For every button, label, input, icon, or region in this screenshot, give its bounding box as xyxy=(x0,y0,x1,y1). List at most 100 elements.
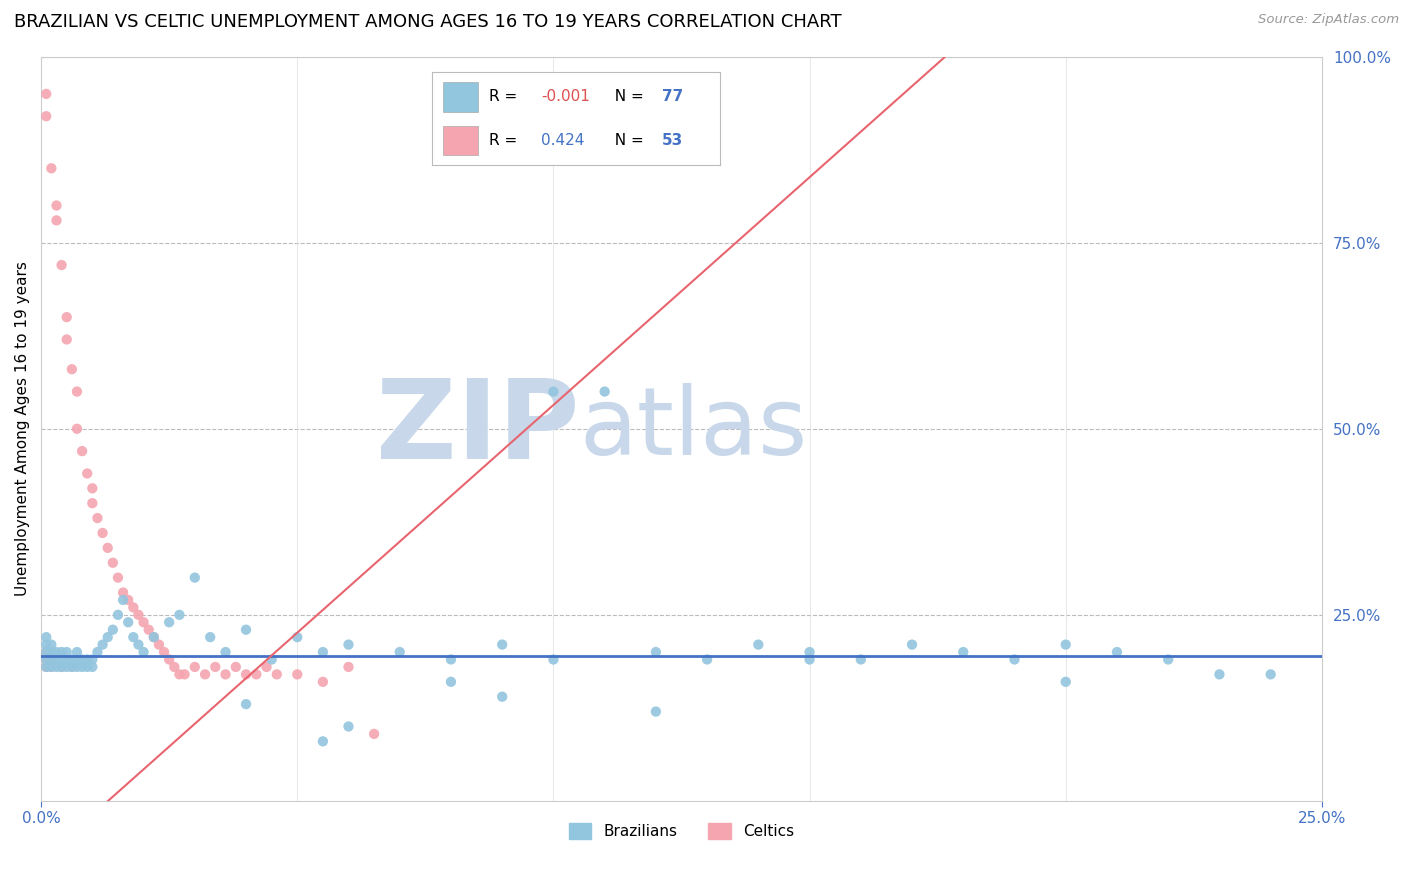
Brazilians xyxy=(491,690,513,704)
Celtics xyxy=(117,593,139,607)
Brazilians xyxy=(696,652,718,666)
Brazilians xyxy=(51,645,73,659)
Celtics xyxy=(97,541,120,555)
Celtics xyxy=(45,198,67,212)
Brazilians xyxy=(45,645,67,659)
Brazilians xyxy=(593,384,616,399)
Brazilians xyxy=(76,652,98,666)
Celtics xyxy=(70,444,93,458)
Celtics xyxy=(127,607,149,622)
Brazilians xyxy=(127,638,149,652)
Brazilians xyxy=(142,630,165,644)
Brazilians xyxy=(184,571,207,585)
Brazilians xyxy=(388,645,411,659)
Celtics xyxy=(66,384,89,399)
Brazilians xyxy=(644,705,666,719)
Brazilians xyxy=(644,645,666,659)
Celtics xyxy=(35,660,58,674)
Brazilians xyxy=(285,630,308,644)
Celtics xyxy=(194,667,217,681)
Celtics xyxy=(184,660,207,674)
Celtics xyxy=(266,667,288,681)
Celtics xyxy=(51,660,73,674)
Celtics xyxy=(60,362,83,376)
Celtics xyxy=(82,481,104,495)
Brazilians xyxy=(97,630,120,644)
Brazilians xyxy=(312,734,335,748)
Brazilians xyxy=(1260,667,1282,681)
Brazilians xyxy=(952,645,974,659)
Brazilians xyxy=(1208,667,1230,681)
Brazilians xyxy=(66,652,89,666)
Brazilians xyxy=(82,660,104,674)
Brazilians xyxy=(35,638,58,652)
Brazilians xyxy=(198,630,221,644)
Brazilians xyxy=(91,638,114,652)
Text: atlas: atlas xyxy=(579,383,807,475)
Celtics xyxy=(312,674,335,689)
Celtics xyxy=(82,496,104,510)
Celtics xyxy=(148,638,170,652)
Celtics xyxy=(245,667,267,681)
Brazilians xyxy=(337,719,360,733)
Brazilians xyxy=(1054,638,1077,652)
Brazilians xyxy=(132,645,155,659)
Brazilians xyxy=(35,645,58,659)
Brazilians xyxy=(849,652,872,666)
Brazilians xyxy=(117,615,139,630)
Brazilians xyxy=(901,638,924,652)
Celtics xyxy=(55,310,77,325)
Brazilians xyxy=(35,660,58,674)
Celtics xyxy=(55,333,77,347)
Celtics xyxy=(285,667,308,681)
Brazilians xyxy=(35,652,58,666)
Brazilians xyxy=(70,660,93,674)
Brazilians xyxy=(60,652,83,666)
Celtics xyxy=(363,727,385,741)
Brazilians xyxy=(799,645,821,659)
Celtics xyxy=(153,645,176,659)
Celtics xyxy=(35,109,58,123)
Text: Source: ZipAtlas.com: Source: ZipAtlas.com xyxy=(1258,13,1399,27)
Celtics xyxy=(204,660,226,674)
Brazilians xyxy=(440,674,463,689)
Brazilians xyxy=(747,638,769,652)
Brazilians xyxy=(51,660,73,674)
Brazilians xyxy=(86,645,108,659)
Celtics xyxy=(122,600,145,615)
Brazilians xyxy=(235,623,257,637)
Celtics xyxy=(101,556,124,570)
Celtics xyxy=(214,667,236,681)
Brazilians xyxy=(122,630,145,644)
Brazilians xyxy=(51,652,73,666)
Celtics xyxy=(157,652,180,666)
Brazilians xyxy=(312,645,335,659)
Brazilians xyxy=(112,593,135,607)
Brazilians xyxy=(101,623,124,637)
Brazilians xyxy=(799,652,821,666)
Celtics xyxy=(35,645,58,659)
Brazilians xyxy=(66,660,89,674)
Text: ZIP: ZIP xyxy=(375,376,579,483)
Brazilians xyxy=(107,607,129,622)
Celtics xyxy=(51,258,73,272)
Brazilians xyxy=(35,630,58,644)
Brazilians xyxy=(169,607,191,622)
Celtics xyxy=(112,585,135,599)
Celtics xyxy=(256,660,278,674)
Celtics xyxy=(107,571,129,585)
Celtics xyxy=(41,660,63,674)
Brazilians xyxy=(543,384,565,399)
Brazilians xyxy=(157,615,180,630)
Celtics xyxy=(60,660,83,674)
Text: BRAZILIAN VS CELTIC UNEMPLOYMENT AMONG AGES 16 TO 19 YEARS CORRELATION CHART: BRAZILIAN VS CELTIC UNEMPLOYMENT AMONG A… xyxy=(14,13,842,31)
Celtics xyxy=(35,652,58,666)
Brazilians xyxy=(1054,674,1077,689)
Brazilians xyxy=(76,660,98,674)
Celtics xyxy=(173,667,195,681)
Legend: Brazilians, Celtics: Brazilians, Celtics xyxy=(562,817,800,846)
Celtics xyxy=(41,161,63,176)
Brazilians xyxy=(41,660,63,674)
Brazilians xyxy=(1157,652,1180,666)
Brazilians xyxy=(235,697,257,711)
